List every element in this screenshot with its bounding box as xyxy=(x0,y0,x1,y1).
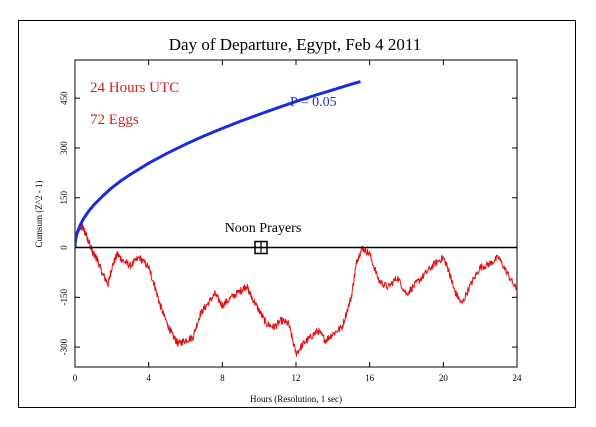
y-tick-label: -300 xyxy=(59,338,69,355)
x-tick-label: 8 xyxy=(220,373,225,383)
y-tick-label: -150 xyxy=(59,289,69,306)
p-value-annotation: P = 0.05 xyxy=(290,95,337,110)
event-label: Noon Prayers xyxy=(225,221,302,236)
x-tick-label: 24 xyxy=(513,373,523,383)
eggs-annotation: 72 Eggs xyxy=(90,112,139,128)
y-tick-label: 0 xyxy=(59,245,69,250)
y-tick-label: 450 xyxy=(59,91,69,105)
series-layer xyxy=(75,80,517,357)
x-tick-label: 16 xyxy=(365,373,375,383)
y-tick-label: 300 xyxy=(59,141,69,155)
chart-frame xyxy=(18,20,576,408)
x-axis-label: Hours (Resolution, 1 sec) xyxy=(250,394,342,404)
x-tick-label: 4 xyxy=(146,373,151,383)
significance-envelope-line xyxy=(75,80,361,248)
x-tick-label: 0 xyxy=(73,373,78,383)
y-tick-label: 150 xyxy=(59,190,69,204)
x-tick-label: 20 xyxy=(439,373,449,383)
y-axis-label: Cumsum (Z^2 - 1) xyxy=(34,181,44,248)
cumsum-series-line xyxy=(75,223,517,357)
x-tick-label: 12 xyxy=(292,373,301,383)
x-axis: 0 4 8 12 16 20 24 xyxy=(73,60,522,383)
event-marker xyxy=(254,240,268,255)
duration-annotation: 24 Hours UTC xyxy=(90,80,179,96)
chart-title: Day of Departure, Egypt, Feb 4 2011 xyxy=(169,35,421,54)
